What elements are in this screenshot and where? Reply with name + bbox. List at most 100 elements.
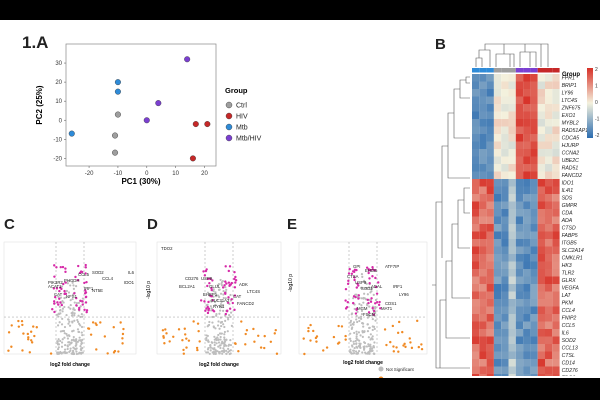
volcano-point-significant <box>234 279 238 282</box>
heatmap-cell <box>537 89 545 97</box>
heatmap-cell <box>501 89 509 97</box>
heatmap-cell <box>508 254 516 262</box>
volcano-point-not-significant <box>352 349 355 352</box>
volcano-point-not-significant <box>218 351 221 354</box>
volcano-point-log2fc <box>195 346 199 350</box>
heatmap-cell <box>479 119 487 127</box>
volcano-point-not-significant <box>215 313 218 316</box>
heatmap-cell <box>545 156 553 164</box>
volcano-point-not-significant <box>352 342 356 346</box>
volcano-point-not-significant <box>69 349 72 352</box>
volcano-point-not-significant <box>205 334 208 337</box>
heatmap-cell <box>479 194 487 202</box>
heatmap-cell <box>530 119 538 127</box>
volcano-point-not-significant <box>214 327 217 330</box>
heatmap-cell <box>508 179 516 187</box>
heatmap-group-label: Group <box>562 72 580 78</box>
volcano-point-not-significant <box>210 307 213 310</box>
volcano-point-log2fc <box>10 345 13 348</box>
heatmap-cell <box>537 276 545 284</box>
volcano-point-significant <box>203 274 207 277</box>
volcano-point-not-significant <box>229 352 232 355</box>
volcano-point-log2fc <box>302 337 305 340</box>
volcano-point-not-significant <box>217 338 220 341</box>
heatmap-cell <box>486 314 494 322</box>
volcano-point-not-significant <box>71 281 74 284</box>
volcano-point-significant <box>73 292 76 295</box>
volcano-gene-label: EHDB <box>365 268 377 273</box>
volcano-point-not-significant <box>363 341 366 344</box>
volcano-point-not-significant <box>75 301 79 305</box>
volcano-point-significant <box>224 265 227 268</box>
volcano-point-not-significant <box>212 288 215 291</box>
volcano-point-log2fc <box>196 348 199 352</box>
heatmap-cell <box>530 254 538 262</box>
volcano-point-significant <box>228 283 231 287</box>
heatmap-cell <box>508 359 516 367</box>
heatmap-cell <box>523 299 531 307</box>
heatmap-cell <box>530 126 538 134</box>
heatmap-cell <box>537 269 545 277</box>
volcano-c-x-label: log2 fold change <box>50 362 90 368</box>
heatmap-cell <box>493 246 502 254</box>
heatmap-cell <box>515 329 524 337</box>
volcano-point-not-significant <box>73 352 76 356</box>
volcano-point-not-significant <box>206 348 210 351</box>
heatmap-cell <box>479 231 487 239</box>
heatmap-cell <box>472 89 480 97</box>
volcano-point-not-significant <box>67 322 70 325</box>
heatmap-cell <box>508 81 516 89</box>
volcano-gene-label: ADK <box>239 282 248 287</box>
volcano-gene-label: MGM <box>357 306 368 311</box>
heatmap-cell <box>472 351 480 359</box>
volcano-gene-label: LTC4S <box>247 289 260 294</box>
volcano-point-not-significant <box>370 287 373 290</box>
volcano-point-not-significant <box>367 336 370 339</box>
volcano-point-log2fc <box>303 352 306 356</box>
volcano-point-not-significant <box>227 318 230 321</box>
heatmap-cell <box>545 359 553 367</box>
volcano-point-not-significant <box>363 346 366 349</box>
volcano-point-not-significant <box>367 315 370 318</box>
volcano-point-not-significant <box>352 323 355 326</box>
volcano-point-not-significant <box>353 303 356 306</box>
heatmap-group-cell <box>515 68 524 73</box>
heatmap-cell <box>515 374 524 376</box>
heatmap-cell <box>537 111 545 119</box>
heatmap-cell <box>537 359 545 367</box>
pca-x-tick-label: 0 <box>145 171 149 177</box>
volcano-point-significant <box>371 266 374 269</box>
heatmap-cell <box>472 329 480 337</box>
heatmap-cell <box>501 351 509 359</box>
heatmap-cell <box>530 156 538 164</box>
heatmap-cell <box>530 276 538 284</box>
volcano-point-not-significant <box>349 339 352 343</box>
heatmap-cell <box>501 366 509 374</box>
heatmap-cell <box>493 239 502 247</box>
heatmap-cell <box>552 126 560 134</box>
volcano-point-significant <box>85 310 88 314</box>
heatmap-cell <box>486 276 494 284</box>
heatmap-cell <box>523 156 531 164</box>
heatmap-cell <box>515 141 524 149</box>
volcano-point-not-significant <box>229 311 233 314</box>
volcano-point-significant <box>374 302 377 305</box>
heatmap-cell <box>523 104 531 112</box>
pca-point-hiv <box>204 121 211 128</box>
volcano-point-not-significant <box>370 347 374 350</box>
heatmap-cell <box>493 74 502 82</box>
volcano-point-not-significant <box>68 334 71 338</box>
volcano-d-x-label: log2 fold change <box>199 362 239 368</box>
heatmap-cell <box>552 239 560 247</box>
heatmap-cell <box>493 134 502 142</box>
heatmap-cell <box>501 344 509 352</box>
volcano-point-not-significant <box>360 297 363 300</box>
volcano-point-log2fc <box>99 321 102 324</box>
heatmap-cell <box>486 134 494 142</box>
volcano-point-log2fc <box>185 337 188 340</box>
volcano-point-not-significant <box>75 350 78 353</box>
volcano-point-not-significant <box>359 315 363 318</box>
heatmap-cell <box>472 164 480 172</box>
volcano-point-not-significant <box>366 330 370 333</box>
